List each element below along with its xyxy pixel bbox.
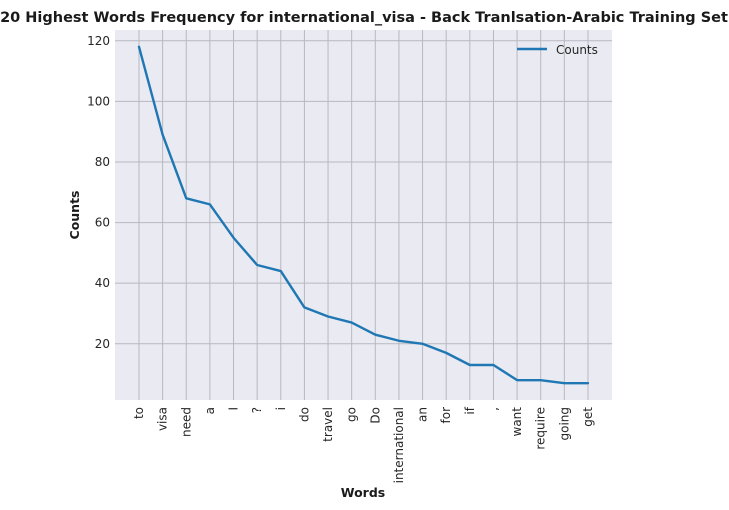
x-tick-label: I xyxy=(227,407,241,411)
legend: Counts xyxy=(517,43,598,57)
y-tick-label: 80 xyxy=(95,155,110,169)
legend-label-counts: Counts xyxy=(556,43,598,57)
x-tick-label: Do xyxy=(368,407,382,424)
x-tick-label: a xyxy=(203,407,217,414)
x-tick-label: to xyxy=(132,407,146,419)
x-tick-label: visa xyxy=(156,407,170,431)
x-tick-label: want xyxy=(510,407,524,437)
chart-title: 20 Highest Words Frequency for internati… xyxy=(0,10,728,26)
plot-area xyxy=(115,30,612,400)
y-tick-label: 40 xyxy=(95,276,110,290)
x-tick-label: , xyxy=(486,407,500,411)
y-tick-label: 120 xyxy=(87,34,110,48)
x-tick-label: ? xyxy=(250,407,264,413)
x-tick-label: international xyxy=(392,407,406,483)
x-tick-label: for xyxy=(439,407,453,424)
x-axis-label: Words xyxy=(341,485,385,500)
x-tick-label: require xyxy=(534,407,548,450)
x-tick-label: i xyxy=(274,407,288,410)
x-tick-label: go xyxy=(345,407,359,422)
x-tick-label: do xyxy=(297,407,311,422)
y-tick-label: 60 xyxy=(95,216,110,230)
grid-lines xyxy=(115,30,612,400)
series-layer xyxy=(137,45,590,385)
x-tick-label: an xyxy=(416,407,430,422)
x-tick-label: get xyxy=(581,407,595,427)
x-tick-label: need xyxy=(179,407,193,437)
tick-labels: to visa need a I? i do travel go Do international a… xyxy=(87,34,595,484)
x-tick-label: going xyxy=(557,407,571,441)
x-tick-label: travel xyxy=(321,407,335,442)
series-line-counts xyxy=(137,45,590,385)
x-tick-label: if xyxy=(463,406,477,414)
y-tick-label: 20 xyxy=(95,337,110,351)
y-axis-label: Counts xyxy=(67,191,82,240)
y-tick-label: 100 xyxy=(87,94,110,108)
